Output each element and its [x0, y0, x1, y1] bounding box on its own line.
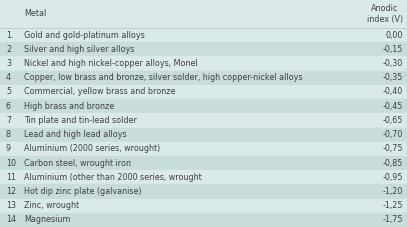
Text: Lead and high lead alloys: Lead and high lead alloys — [24, 130, 127, 139]
Text: 1.: 1. — [6, 31, 13, 39]
Text: -0,70: -0,70 — [383, 130, 403, 139]
Text: Zinc, wrought: Zinc, wrought — [24, 201, 79, 210]
Text: Commercial, yellow brass and bronze: Commercial, yellow brass and bronze — [24, 87, 175, 96]
Text: 3: 3 — [6, 59, 11, 68]
Bar — [0, 213, 407, 227]
Text: 4: 4 — [6, 73, 11, 82]
Bar — [0, 71, 407, 85]
Bar — [0, 57, 407, 71]
Bar — [0, 142, 407, 156]
Text: 0,00: 0,00 — [385, 31, 403, 39]
Text: 9: 9 — [6, 144, 11, 153]
Text: -0,95: -0,95 — [383, 173, 403, 182]
Text: 8: 8 — [6, 130, 11, 139]
Text: -1,75: -1,75 — [383, 215, 403, 225]
Text: 7: 7 — [6, 116, 11, 125]
Text: Copper, low brass and bronze, silver solder, high copper-nickel alloys: Copper, low brass and bronze, silver sol… — [24, 73, 302, 82]
Text: Silver and high silver alloys: Silver and high silver alloys — [24, 45, 134, 54]
Text: Metal: Metal — [24, 10, 46, 18]
Text: 6: 6 — [6, 102, 11, 111]
Bar — [0, 99, 407, 113]
Text: -0,75: -0,75 — [383, 144, 403, 153]
Text: -0,40: -0,40 — [383, 87, 403, 96]
Text: Anodic
index (V): Anodic index (V) — [367, 4, 403, 24]
Text: 13: 13 — [6, 201, 16, 210]
Text: 12: 12 — [6, 187, 16, 196]
Text: 2: 2 — [6, 45, 11, 54]
Text: -0,85: -0,85 — [383, 158, 403, 168]
Text: 5: 5 — [6, 87, 11, 96]
Text: High brass and bronze: High brass and bronze — [24, 102, 114, 111]
Text: -0,15: -0,15 — [383, 45, 403, 54]
Bar — [0, 199, 407, 213]
Bar — [0, 170, 407, 184]
Bar — [0, 184, 407, 199]
Text: Nickel and high nickel-copper alloys, Monel: Nickel and high nickel-copper alloys, Mo… — [24, 59, 198, 68]
Text: Aluminium (2000 series, wrought): Aluminium (2000 series, wrought) — [24, 144, 160, 153]
Bar — [0, 0, 407, 28]
Text: -1,20: -1,20 — [383, 187, 403, 196]
Text: 11: 11 — [6, 173, 16, 182]
Bar — [0, 42, 407, 57]
Text: Gold and gold-platinum alloys: Gold and gold-platinum alloys — [24, 31, 145, 39]
Text: 10: 10 — [6, 158, 16, 168]
Text: -0,35: -0,35 — [383, 73, 403, 82]
Text: -1,25: -1,25 — [383, 201, 403, 210]
Text: Hot dip zinc plate (galvanise): Hot dip zinc plate (galvanise) — [24, 187, 142, 196]
Bar — [0, 28, 407, 42]
Text: Magnesium: Magnesium — [24, 215, 70, 225]
Bar — [0, 85, 407, 99]
Text: Carbon steel, wrought iron: Carbon steel, wrought iron — [24, 158, 131, 168]
Text: -0,65: -0,65 — [383, 116, 403, 125]
Text: -0,30: -0,30 — [383, 59, 403, 68]
Bar — [0, 128, 407, 142]
Bar — [0, 156, 407, 170]
Text: -0,45: -0,45 — [383, 102, 403, 111]
Text: Tin plate and tin-lead solder: Tin plate and tin-lead solder — [24, 116, 137, 125]
Text: Aluminium (other than 2000 series, wrought: Aluminium (other than 2000 series, wroug… — [24, 173, 202, 182]
Bar — [0, 113, 407, 128]
Text: 14: 14 — [6, 215, 16, 225]
